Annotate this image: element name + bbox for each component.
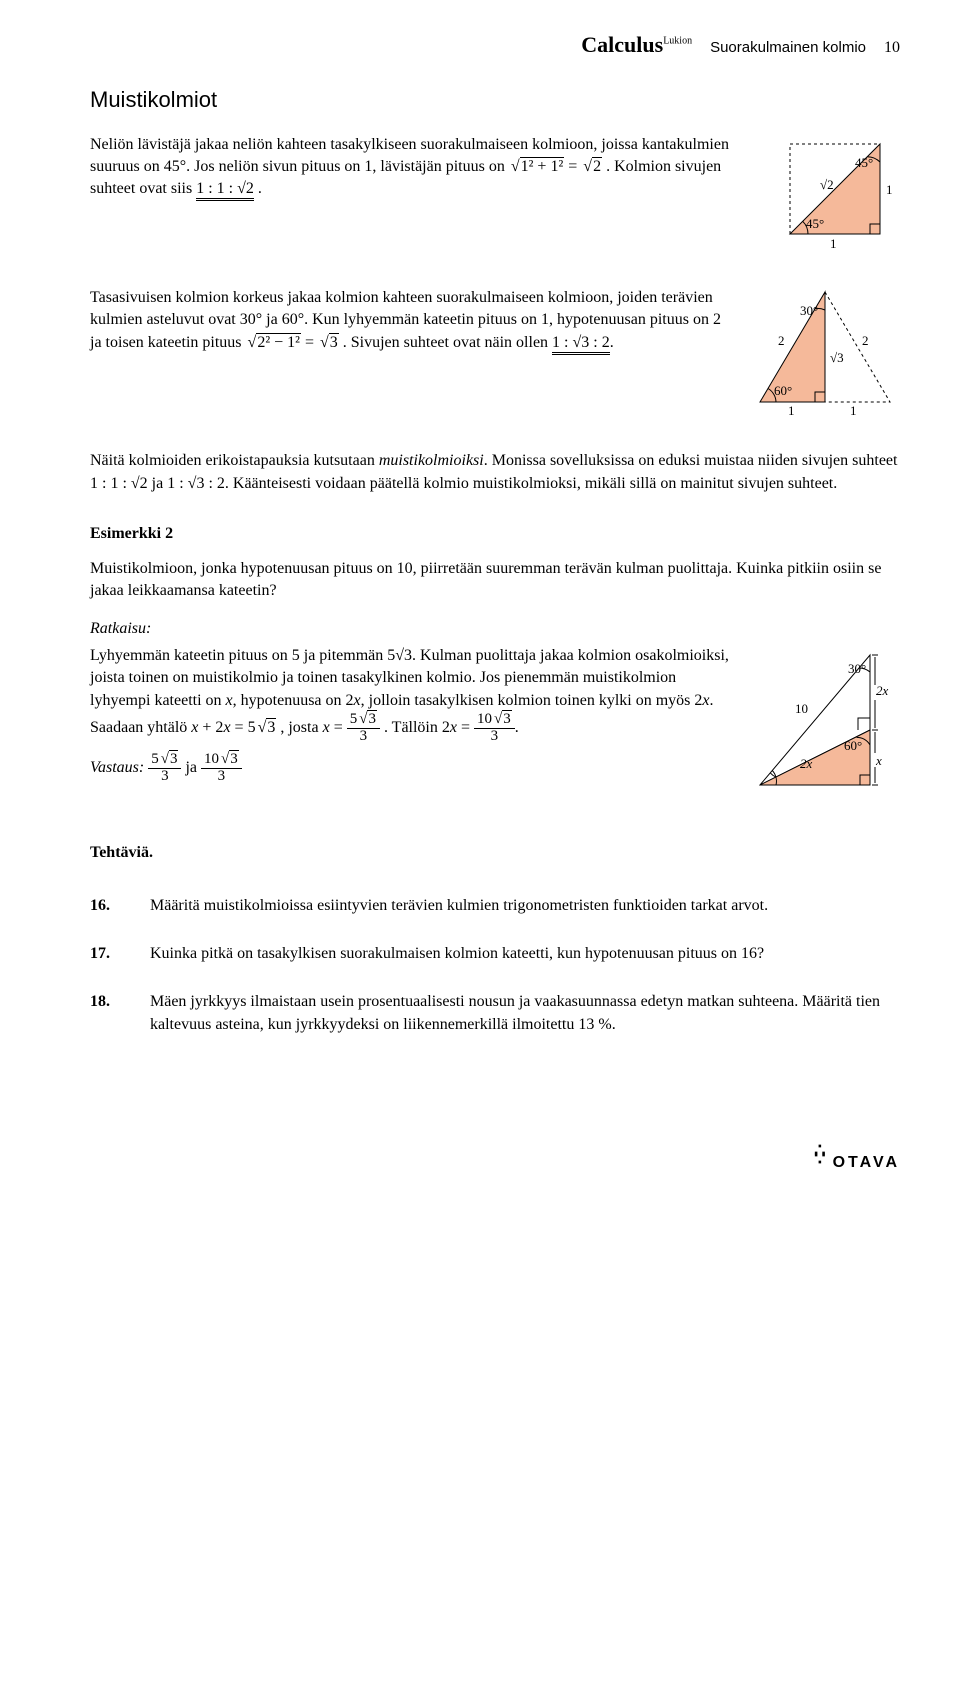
answer-label: Vastaus: [90, 759, 144, 776]
exercise-text: Mäen jyrkkyys ilmaistaan usein prosentua… [150, 991, 900, 1036]
logo-dots-icon: ∴∵ [814, 1146, 826, 1164]
svg-text:√3: √3 [830, 350, 844, 365]
tasks-heading: Tehtäviä. [90, 842, 900, 864]
figure-45-45-90: 1 1 √2 45° 45° [770, 134, 900, 261]
section-title: Muistikolmiot [90, 85, 900, 116]
example-question: Muistikolmioon, jonka hypotenuusan pituu… [90, 558, 900, 603]
svg-text:45°: 45° [806, 216, 824, 231]
sqrt-expr-2: 2² − 1² = 3 [246, 334, 339, 351]
svg-text:60°: 60° [774, 383, 792, 398]
example-solution: Lyhyemmän kateetin pituus on 5 ja pitemm… [90, 645, 732, 793]
para-square-diagonal: Neliön lävistäjä jakaa neliön kahteen ta… [90, 134, 750, 209]
svg-text:x: x [875, 753, 882, 768]
exercise-item: 17. Kuinka pitkä on tasakylkisen suoraku… [90, 943, 900, 965]
exercise-item: 16. Määritä muistikolmioissa esiintyvien… [90, 895, 900, 917]
exercise-number: 17. [90, 943, 122, 965]
exercise-list: 16. Määritä muistikolmioissa esiintyvien… [90, 895, 900, 1037]
exercise-text: Määritä muistikolmioissa esiintyvien ter… [150, 895, 900, 917]
exercise-number: 18. [90, 991, 122, 1036]
exercise-text: Kuinka pitkä on tasakylkisen suorakulmai… [150, 943, 900, 965]
equation: x + 2x = 53 [191, 719, 276, 736]
svg-text:30°: 30° [848, 661, 866, 676]
x-equals: x = 533 [323, 719, 380, 736]
solution-label: Ratkaisu: [90, 618, 900, 640]
exercise-number: 16. [90, 895, 122, 917]
svg-text:2x: 2x [876, 683, 889, 698]
page-header: CalculusLukion Suorakulmainen kolmio 10 [90, 30, 900, 61]
svg-text:2: 2 [862, 333, 869, 348]
brand: CalculusLukion [581, 30, 692, 61]
svg-text:60°: 60° [844, 738, 862, 753]
exercise-item: 18. Mäen jyrkkyys ilmaistaan usein prose… [90, 991, 900, 1036]
ratio-45: 1 : 1 : √2 [196, 180, 254, 201]
svg-text:2: 2 [778, 333, 785, 348]
svg-text:1: 1 [850, 403, 857, 417]
svg-text:1: 1 [886, 182, 893, 197]
publisher-logo: ∴∵OTAVA [90, 1146, 900, 1174]
para-definition: Näitä kolmioiden erikoistapauksia kutsut… [90, 450, 900, 495]
example-heading: Esimerkki 2 [90, 523, 900, 545]
svg-text:45°: 45° [855, 155, 873, 170]
ratio-30-60: 1 : √3 : 2 [552, 334, 610, 355]
figure-example: 10 30° 60° 2x 2x x [750, 645, 900, 802]
svg-text:10: 10 [795, 701, 808, 716]
page-number: 10 [884, 37, 900, 59]
svg-text:1: 1 [830, 236, 837, 251]
two-x-equals: 2x = 1033 [442, 719, 515, 736]
sqrt-expr-1: 1² + 1² = 2 [509, 158, 602, 175]
svg-text:30°: 30° [800, 303, 818, 318]
svg-text:1: 1 [788, 403, 795, 417]
svg-text:2x: 2x [800, 756, 813, 771]
figure-30-60-90: 1 1 2 2 √3 60° 30° [750, 287, 900, 424]
para-equilateral-height: Tasasivuisen kolmion korkeus jakaa kolmi… [90, 287, 730, 362]
subject-title: Suorakulmainen kolmio [710, 37, 866, 58]
svg-text:√2: √2 [820, 177, 834, 192]
